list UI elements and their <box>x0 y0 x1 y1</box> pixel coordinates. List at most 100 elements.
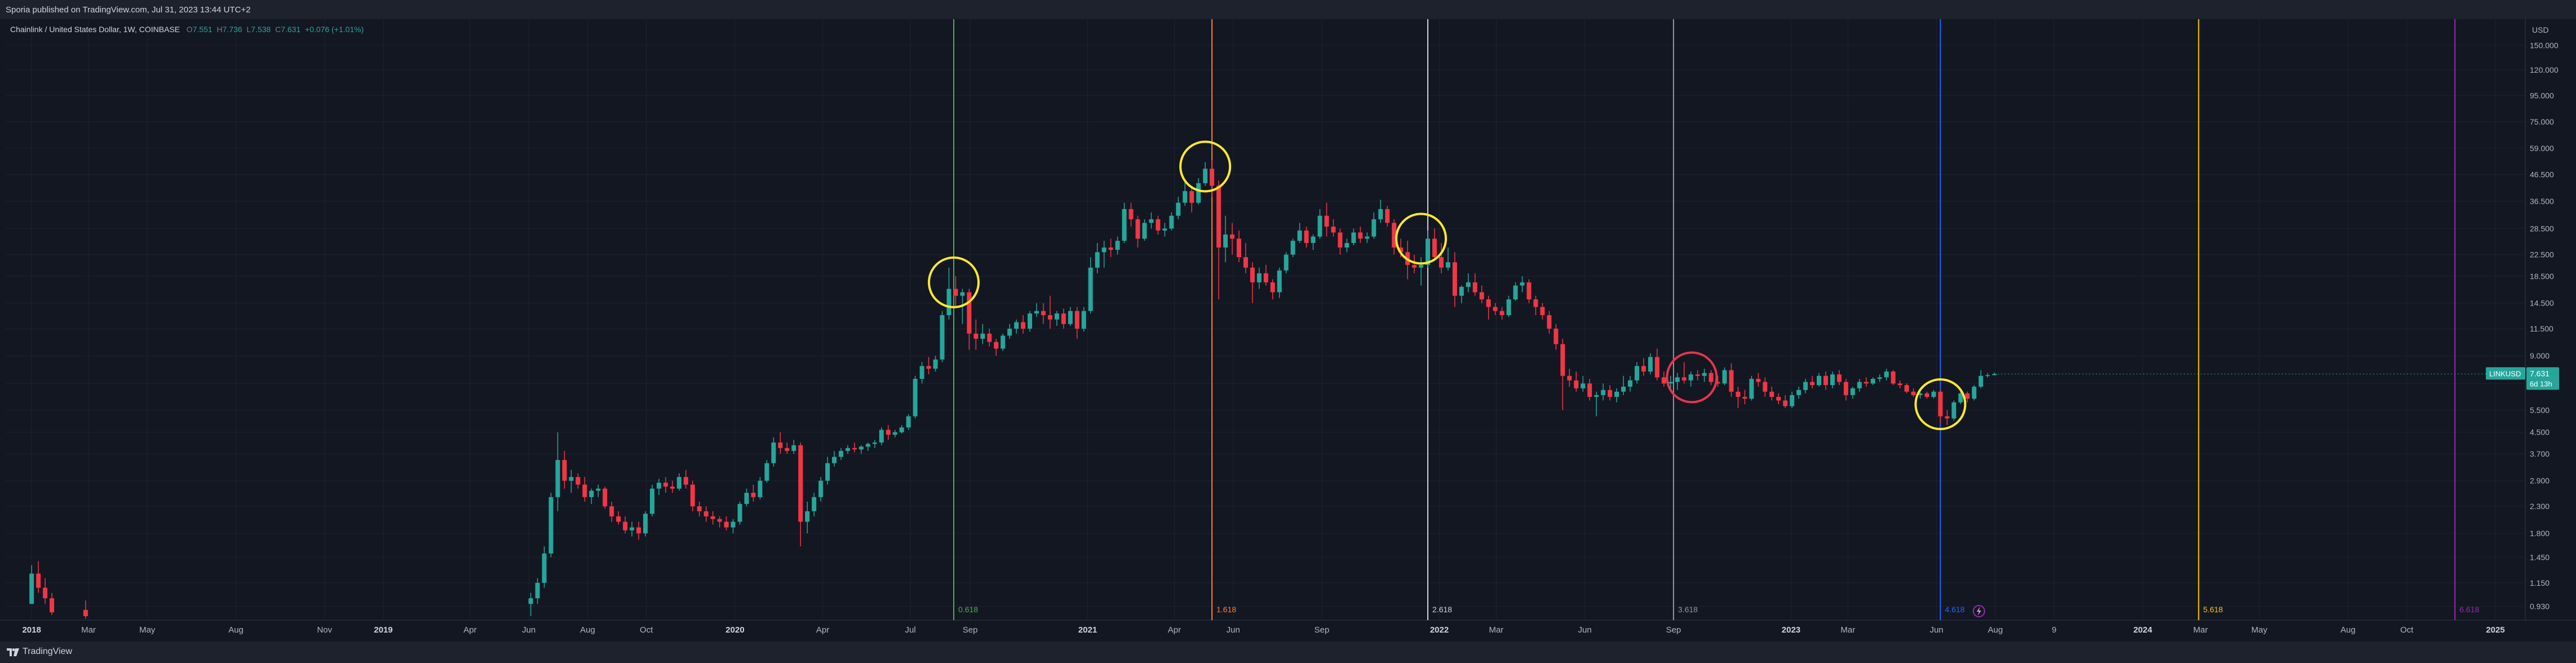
candle[interactable] <box>603 487 608 509</box>
candle[interactable] <box>892 430 897 437</box>
candle[interactable] <box>1493 303 1498 316</box>
candle[interactable] <box>973 319 979 350</box>
candle[interactable] <box>872 440 877 448</box>
candle[interactable] <box>994 338 999 356</box>
candle[interactable] <box>1979 370 1984 388</box>
candle[interactable] <box>1796 386 1802 399</box>
candle[interactable] <box>690 480 695 511</box>
candle[interactable] <box>548 493 554 558</box>
candle[interactable] <box>29 565 34 604</box>
candle[interactable] <box>1061 308 1066 329</box>
candle[interactable] <box>1533 295 1538 316</box>
candle[interactable] <box>1365 232 1370 244</box>
candle[interactable] <box>1499 307 1504 320</box>
candle[interactable] <box>1891 370 1896 386</box>
candle[interactable] <box>1142 219 1147 241</box>
candle[interactable] <box>1203 162 1208 186</box>
candle[interactable] <box>1445 247 1450 271</box>
candle[interactable] <box>542 546 547 588</box>
candle[interactable] <box>50 593 55 615</box>
candle[interactable] <box>1850 386 1855 399</box>
highlight-circle[interactable] <box>1914 378 1967 431</box>
candle[interactable] <box>1951 400 1957 421</box>
candle[interactable] <box>569 470 574 493</box>
candle[interactable] <box>899 425 904 434</box>
candle[interactable] <box>36 561 41 593</box>
candle[interactable] <box>886 425 891 440</box>
candle[interactable] <box>1095 243 1100 273</box>
candle[interactable] <box>737 501 742 525</box>
candle[interactable] <box>1985 373 1990 378</box>
candle[interactable] <box>1001 333 1006 351</box>
candle[interactable] <box>1041 303 1046 324</box>
candle[interactable] <box>643 511 648 537</box>
candle[interactable] <box>1742 390 1747 405</box>
candle[interactable] <box>1594 391 1599 417</box>
candle[interactable] <box>663 477 668 493</box>
candle[interactable] <box>1972 385 1977 401</box>
candle[interactable] <box>1918 391 1923 399</box>
candle[interactable] <box>785 442 790 454</box>
candle[interactable] <box>1857 379 1862 392</box>
candle[interactable] <box>1608 385 1613 401</box>
candle[interactable] <box>1486 295 1491 320</box>
candle[interactable] <box>1277 267 1282 298</box>
candle[interactable] <box>1250 262 1255 303</box>
candle[interactable] <box>1479 285 1484 303</box>
candle[interactable] <box>818 477 824 502</box>
candle[interactable] <box>656 479 661 495</box>
candle[interactable] <box>1965 391 1970 403</box>
candle[interactable] <box>1709 370 1714 386</box>
candle[interactable] <box>1263 264 1268 286</box>
candle[interactable] <box>865 442 870 451</box>
candle[interactable] <box>609 501 614 522</box>
candle[interactable] <box>940 311 945 363</box>
candle[interactable] <box>1021 315 1026 334</box>
candle[interactable] <box>1621 375 1626 395</box>
candle[interactable] <box>1338 228 1343 255</box>
candle[interactable] <box>1324 202 1329 237</box>
candle[interactable] <box>791 440 796 454</box>
candle[interactable] <box>805 501 810 534</box>
candle[interactable] <box>1722 367 1727 386</box>
candle[interactable] <box>1156 215 1161 235</box>
candle[interactable] <box>1135 215 1140 248</box>
candle[interactable] <box>1466 273 1471 293</box>
candle[interactable] <box>1297 223 1302 244</box>
candle[interactable] <box>1830 372 1835 388</box>
candle[interactable] <box>1162 223 1167 237</box>
candle[interactable] <box>1823 372 1828 390</box>
candle[interactable] <box>933 356 938 372</box>
candle[interactable] <box>967 289 972 350</box>
candle[interactable] <box>1256 267 1262 289</box>
candle[interactable] <box>1769 386 1774 401</box>
candle[interactable] <box>1176 197 1181 219</box>
candle[interactable] <box>43 578 48 604</box>
candle[interactable] <box>1392 219 1397 255</box>
candle[interactable] <box>649 484 654 516</box>
candle[interactable] <box>1810 375 1815 388</box>
candle[interactable] <box>744 488 749 507</box>
candle[interactable] <box>1115 236 1120 255</box>
candle[interactable] <box>1513 282 1518 301</box>
candle[interactable] <box>1108 238 1113 258</box>
candle[interactable] <box>1695 370 1700 381</box>
candle[interactable] <box>1931 390 1936 399</box>
candle[interactable] <box>528 593 533 616</box>
candle[interactable] <box>1520 276 1525 293</box>
candle[interactable] <box>798 442 803 547</box>
candle[interactable] <box>1028 311 1033 332</box>
candle[interactable] <box>1128 202 1134 227</box>
candle[interactable] <box>1506 295 1511 317</box>
candle[interactable] <box>1601 383 1606 401</box>
candle[interactable] <box>1587 379 1592 401</box>
candle[interactable] <box>1648 353 1653 375</box>
candle[interactable] <box>1560 338 1565 410</box>
candle[interactable] <box>1419 257 1424 286</box>
candle[interactable] <box>825 457 830 485</box>
price-axis-area[interactable] <box>2525 19 2576 642</box>
candle[interactable] <box>1843 379 1848 401</box>
candle[interactable] <box>980 324 985 344</box>
candle[interactable] <box>1567 369 1572 387</box>
candle[interactable] <box>1540 303 1545 320</box>
